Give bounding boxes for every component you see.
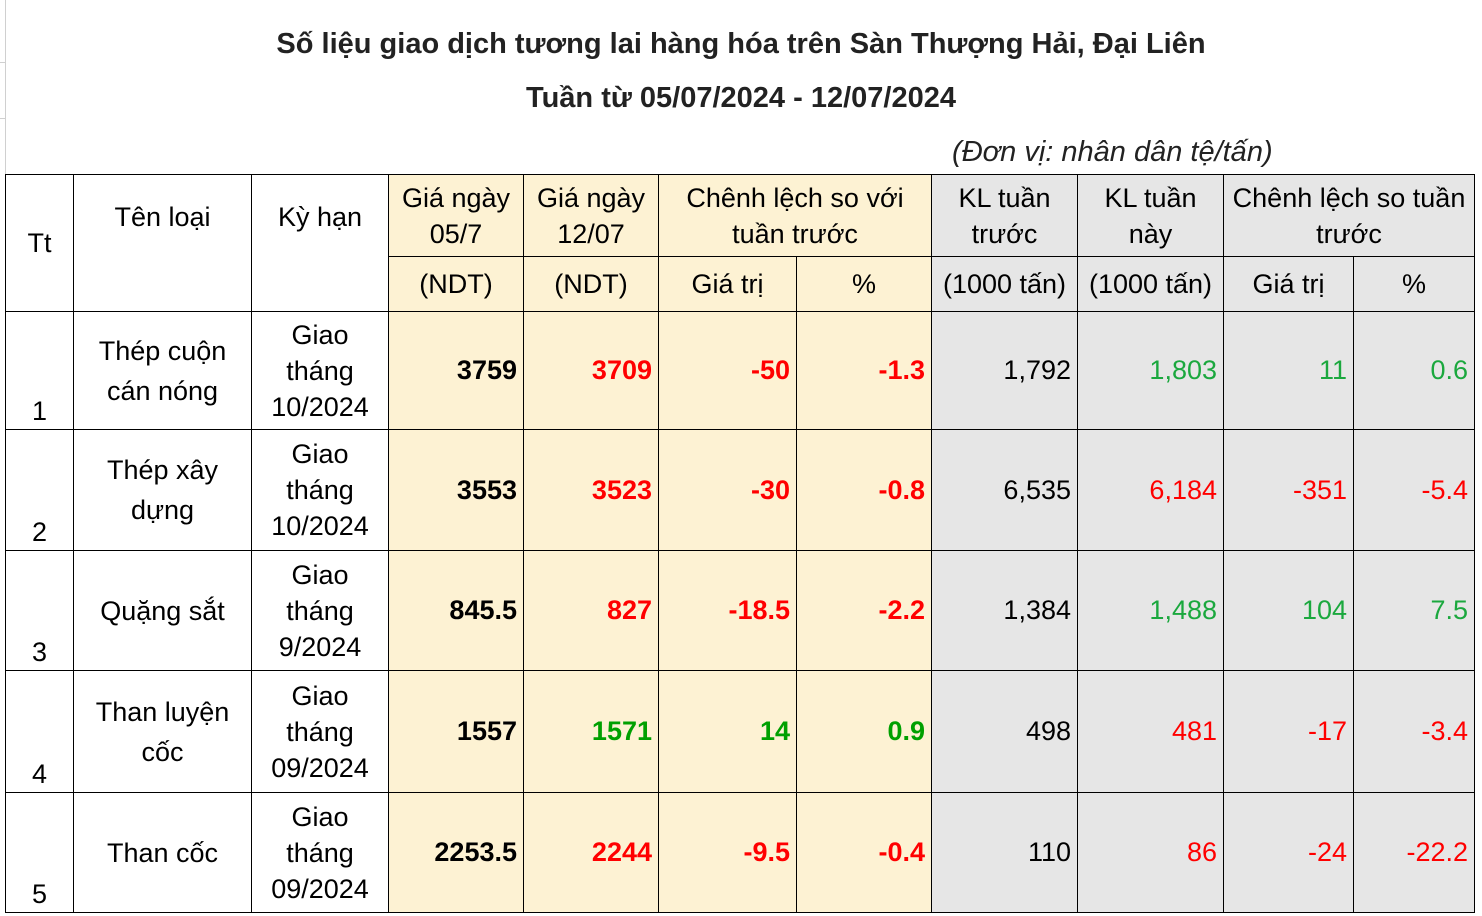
volume-diff-pct: 7.5 bbox=[1352, 550, 1476, 671]
header-row-bottom: (NDT) (NDT) Giá trị % (1000 tấn) (1000 t… bbox=[6, 256, 1476, 312]
contract-term: Giao tháng 9/2024 bbox=[251, 550, 389, 671]
header-row-top: Tt Tên loại Kỳ hạn Giá ngày 05/7 Giá ngà… bbox=[5, 174, 1476, 312]
header-vol-prev-unit: (1000 tấn) bbox=[931, 256, 1078, 312]
row-number: 5 bbox=[5, 792, 74, 913]
header-price-prev: Giá ngày 05/7 bbox=[388, 174, 524, 257]
price-prev: 3553 bbox=[388, 429, 524, 551]
volume-diff-pct: -3.4 bbox=[1352, 670, 1476, 793]
price-cur: 827 bbox=[523, 550, 659, 671]
header-price-cur: Giá ngày 12/07 bbox=[523, 174, 659, 257]
volume-cur: 1,488 bbox=[1077, 550, 1224, 671]
volume-prev: 1,792 bbox=[931, 311, 1078, 430]
header-vol-cur: KL tuần này bbox=[1077, 174, 1224, 257]
price-prev: 3759 bbox=[388, 311, 524, 430]
header-vol-diff-value: Giá trị bbox=[1223, 256, 1354, 312]
commodity-name: Quặng sắt bbox=[73, 550, 252, 671]
header-vol-diff: Chênh lệch so tuần trước bbox=[1222, 174, 1476, 257]
header-price-diff-value: Giá trị bbox=[658, 256, 797, 312]
commodity-name: Thép xây dựng bbox=[73, 429, 252, 551]
contract-term: Giao tháng 09/2024 bbox=[251, 792, 389, 913]
price-cur: 3523 bbox=[523, 429, 659, 551]
unit-note: (Đơn vị: nhân dân tệ/tấn) bbox=[952, 136, 1273, 168]
volume-diff-pct: -5.4 bbox=[1352, 429, 1476, 551]
commodity-name: Thép cuộn cán nóng bbox=[73, 311, 252, 430]
sheet-left-rule bbox=[5, 0, 6, 175]
price-prev: 845.5 bbox=[388, 550, 524, 671]
price-diff: 14 bbox=[658, 670, 797, 793]
volume-diff: 104 bbox=[1223, 550, 1354, 671]
volume-prev: 1,384 bbox=[931, 550, 1078, 671]
price-diff-pct: -0.4 bbox=[796, 792, 932, 913]
header-price-prev-unit: (NDT) bbox=[388, 256, 524, 312]
table-row: 5 Than cốc Giao tháng 09/2024 2253.5 224… bbox=[5, 792, 1476, 913]
volume-prev: 110 bbox=[931, 792, 1078, 913]
price-diff: -30 bbox=[658, 429, 797, 551]
volume-prev: 498 bbox=[931, 670, 1078, 793]
price-diff-pct: -1.3 bbox=[796, 311, 932, 430]
sheet-row-tick bbox=[0, 118, 6, 119]
volume-diff: 11 bbox=[1223, 311, 1354, 430]
header-vol-diff-pct: % bbox=[1352, 256, 1476, 312]
table-row: 4 Than luyện cốc Giao tháng 09/2024 1557… bbox=[5, 670, 1476, 793]
header-tt: Tt bbox=[5, 174, 74, 312]
header-price-diff-pct: % bbox=[796, 256, 932, 312]
price-cur: 1571 bbox=[523, 670, 659, 793]
contract-term: Giao tháng 10/2024 bbox=[251, 311, 389, 430]
row-number: 2 bbox=[5, 429, 74, 551]
volume-diff-pct: 0.6 bbox=[1352, 311, 1476, 430]
price-prev: 2253.5 bbox=[388, 792, 524, 913]
table-row: 2 Thép xây dựng Giao tháng 10/2024 3553 … bbox=[5, 429, 1476, 551]
contract-term: Giao tháng 09/2024 bbox=[251, 670, 389, 793]
volume-cur: 86 bbox=[1077, 792, 1224, 913]
price-diff-pct: 0.9 bbox=[796, 670, 932, 793]
row-number: 4 bbox=[5, 670, 74, 793]
volume-diff: -17 bbox=[1223, 670, 1354, 793]
price-diff-pct: -0.8 bbox=[796, 429, 932, 551]
volume-prev: 6,535 bbox=[931, 429, 1078, 551]
table-row: 3 Quặng sắt Giao tháng 9/2024 845.5 827 … bbox=[5, 550, 1476, 671]
volume-cur: 1,803 bbox=[1077, 311, 1224, 430]
volume-cur: 6,184 bbox=[1077, 429, 1224, 551]
header-vol-cur-unit: (1000 tấn) bbox=[1077, 256, 1224, 312]
table-row: 1 Thép cuộn cán nóng Giao tháng 10/2024 … bbox=[5, 311, 1476, 430]
header-vol-prev: KL tuần trước bbox=[931, 174, 1078, 257]
header-price-cur-unit: (NDT) bbox=[523, 256, 659, 312]
header-term: Kỳ hạn bbox=[251, 174, 389, 312]
price-cur: 2244 bbox=[523, 792, 659, 913]
header-name: Tên loại bbox=[73, 174, 252, 312]
price-diff: -50 bbox=[658, 311, 797, 430]
volume-cur: 481 bbox=[1077, 670, 1224, 793]
contract-term: Giao tháng 10/2024 bbox=[251, 429, 389, 551]
commodity-name: Than luyện cốc bbox=[73, 670, 252, 793]
price-diff: -18.5 bbox=[658, 550, 797, 671]
sheet-row-tick bbox=[0, 62, 6, 63]
report-week: Tuần từ 05/07/2024 - 12/07/2024 bbox=[526, 82, 956, 114]
header-price-diff: Chênh lệch so với tuần trước bbox=[658, 174, 932, 257]
price-cur: 3709 bbox=[523, 311, 659, 430]
commodity-name: Than cốc bbox=[73, 792, 252, 913]
volume-diff: -351 bbox=[1223, 429, 1354, 551]
row-number: 3 bbox=[5, 550, 74, 671]
report-title: Số liệu giao dịch tương lai hàng hóa trê… bbox=[276, 28, 1206, 60]
futures-table: Tt Tên loại Kỳ hạn Giá ngày 05/7 Giá ngà… bbox=[5, 174, 1476, 913]
price-prev: 1557 bbox=[388, 670, 524, 793]
price-diff: -9.5 bbox=[658, 792, 797, 913]
volume-diff: -24 bbox=[1223, 792, 1354, 913]
volume-diff-pct: -22.2 bbox=[1352, 792, 1476, 913]
row-number: 1 bbox=[5, 311, 74, 430]
price-diff-pct: -2.2 bbox=[796, 550, 932, 671]
